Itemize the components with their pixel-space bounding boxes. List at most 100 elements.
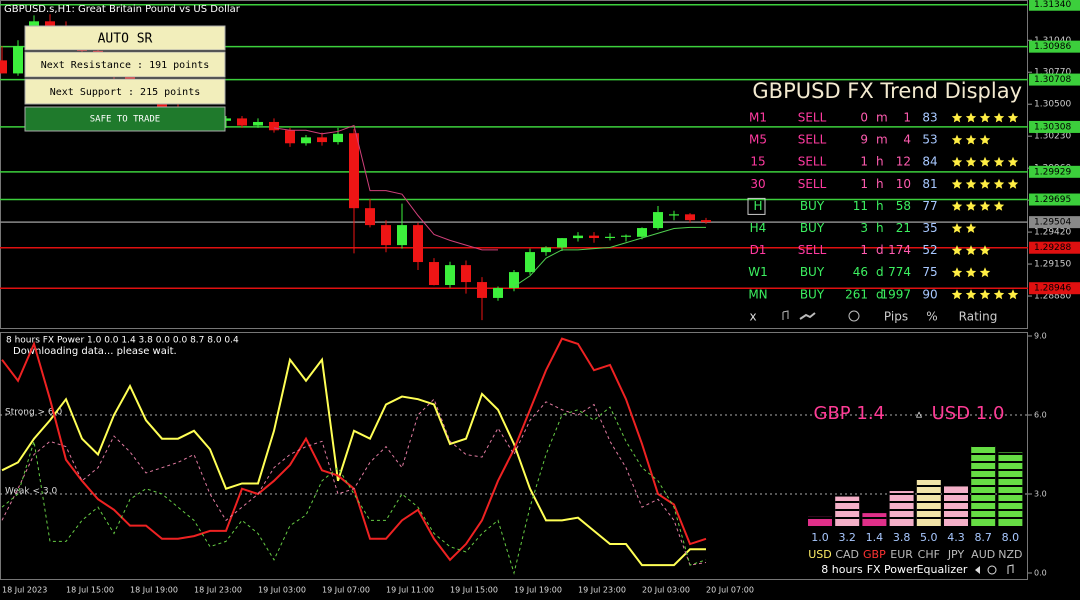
equalizer-bar [835,496,860,526]
equalizer-bar [889,491,914,526]
rating-star [979,156,991,167]
signal: BUY [800,221,825,235]
candle-body [493,287,503,298]
pips: 12 [896,155,911,169]
rating: 35 [922,221,937,235]
resistance-text: Next Resistance : 191 points [41,60,210,71]
current-tf-box [747,197,766,215]
currency-label: NZD [998,548,1022,561]
candle-body [397,225,407,246]
equalizer-bar [862,513,887,526]
x-tick-label: 20 Jul 07:00 [706,586,754,595]
candle-body [381,225,391,246]
candle-body [637,228,647,237]
duration: 9 [860,133,868,147]
x-tick-label: 19 Jul 19:00 [514,586,562,595]
x-tick-label: 20 Jul 03:00 [642,586,690,595]
timeframe: D1 [750,243,767,257]
rating-star [979,178,991,189]
candle-body [557,238,567,248]
rating-star [979,112,991,123]
pips: 58 [896,199,911,213]
currency-label: GBP [863,548,886,561]
signal: SELL [798,177,827,191]
trailing-stop [273,124,498,251]
rating-star [951,245,963,255]
equalizer-value: 3.8 [893,531,911,544]
duration-unit: m [876,111,888,125]
rating-star [965,112,977,123]
auto-sr-box [24,25,226,51]
duration: 11 [853,199,868,213]
candle-body [269,121,279,131]
level-label: 1.31340 [1034,0,1071,10]
rating-star [951,223,963,233]
duration-unit: h [876,177,884,191]
candle-body [301,137,311,144]
pips: 4 [903,133,911,147]
equalizer-footer: 8 hours [821,563,863,576]
candle-body [221,118,231,121]
close-button[interactable]: x [749,310,756,324]
arrow-icon [975,566,980,574]
rating-star [1007,289,1019,300]
candle-body [461,265,471,283]
x-tick-label: 18 Jul 23:00 [194,586,242,595]
duration-unit: d [876,265,884,279]
x-tick-label: 18 Jul 15:00 [66,586,114,595]
rating-star [1007,156,1019,167]
rating: 77 [922,199,937,213]
rating: 81 [922,177,937,191]
rating-star [951,200,963,211]
equalizer-value: 4.3 [947,531,965,544]
status-text: SAFE TO TRADE [90,115,160,125]
level-label: 1.29929 [1034,167,1071,177]
trend-title: GBPUSD FX Trend Display [752,79,1022,103]
power-line [1,398,707,566]
duration: 3 [860,221,868,235]
currency-label: AUD [971,548,995,561]
power-line [1,357,706,567]
candle-body [589,235,599,239]
currency-label: CHF [918,548,940,561]
signal: BUY [800,287,825,301]
level-label: 1.30986 [1034,42,1071,52]
pips: 774 [888,265,911,279]
y-tick-label: 0.0 [1034,569,1047,578]
trailing-stop [513,226,706,287]
currency-label: CAD [835,548,859,561]
candle-body [525,252,535,273]
rating-star [979,200,991,211]
equalizer-bar [944,486,968,526]
currency-label: USD [808,548,832,561]
rating-star [951,289,963,300]
duration: 1 [860,243,868,257]
pips: 1 [903,111,911,125]
y-tick-label: 1.29420 [1034,228,1071,238]
level-tag [1029,165,1080,178]
threshold-label: Strong > 6.0 [5,408,63,418]
rating-star [965,200,977,211]
pips-header: Pips [884,310,908,324]
candle-body [701,220,711,223]
candle-body [573,235,583,239]
rating-star [979,134,991,145]
pips: 21 [896,221,911,235]
equalizer-footer: FX Power [867,563,918,576]
duration-unit: d [876,287,884,301]
equalizer-value: 8.0 [1002,531,1020,544]
support-text: Next Support : 215 points [50,87,201,98]
equalizer-bar [998,452,1023,526]
duration: 261 [845,287,868,301]
signal: BUY [800,265,825,279]
power-status: Downloading data... please wait. [13,346,177,357]
level-tag [1029,241,1080,254]
candle-body [605,236,615,239]
level-tag [1029,216,1080,229]
candle-body [541,247,551,253]
sound-icon [1007,564,1014,574]
duration-unit: h [876,199,884,213]
power-title: 8 hours FX Power 1.0 0.0 1.4 3.8 0.0 0.0… [6,336,239,346]
rating-star [951,112,963,123]
